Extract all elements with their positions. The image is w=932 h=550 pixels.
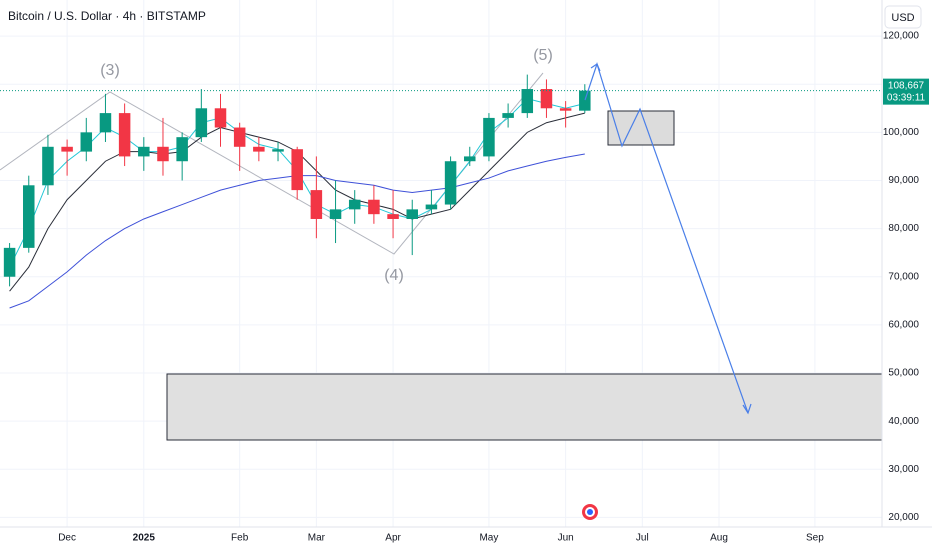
currency-button[interactable] (884, 5, 922, 29)
candle-body (579, 90, 591, 111)
price-label-bg (883, 78, 929, 105)
x-tick-label: Dec (58, 533, 76, 544)
candle-body (42, 146, 54, 186)
candle-body (272, 149, 284, 152)
chart-title: Bitcoin / U.S. Dollar · 4h · BITSTAMP (8, 9, 206, 23)
candle-body (138, 146, 150, 157)
y-tick-label: 50,000 (888, 368, 919, 379)
x-tick-label: 2025 (133, 533, 156, 544)
candle-body (502, 113, 514, 118)
resistance-zone (607, 110, 675, 146)
candle-body (444, 161, 457, 205)
candle-body (540, 89, 553, 109)
x-tick-label: Jun (558, 533, 574, 544)
countdown: 03:39:11 (887, 92, 926, 103)
candle-body (368, 199, 380, 215)
candle-body (559, 108, 572, 111)
candle-body (406, 209, 418, 219)
y-tick-label: 70,000 (888, 271, 919, 282)
y-tick-label: 30,000 (888, 464, 919, 475)
projection-path (584, 62, 749, 414)
candle-body (253, 146, 265, 152)
wave-label: (5) (533, 47, 553, 64)
candle-body (233, 127, 246, 147)
y-tick-label: 40,000 (888, 416, 919, 427)
candle-body (176, 137, 188, 162)
marks (0, 74, 882, 309)
candle-body (521, 89, 534, 114)
target-zone (166, 373, 883, 441)
candle-body (118, 113, 131, 157)
candle-body (80, 132, 93, 152)
candle-body (329, 209, 342, 219)
wave-label: (4) (384, 267, 404, 284)
y-tick-label: 60,000 (888, 320, 919, 331)
wave-label: (3) (100, 62, 120, 79)
candle-body (425, 204, 438, 210)
candle-body (23, 185, 35, 248)
candle-body (99, 113, 112, 133)
y-tick-label: 20,000 (888, 512, 919, 523)
candle-body (483, 117, 495, 157)
x-tick-label: Feb (231, 533, 249, 544)
flag-icon (582, 504, 598, 520)
x-tick-label: May (479, 533, 498, 544)
x-tick-label: Apr (385, 533, 401, 544)
x-tick-label: Jul (636, 533, 649, 544)
candle-body (214, 108, 227, 128)
candle-body (387, 214, 399, 219)
arrow-head (590, 63, 601, 72)
currency[interactable]: USD (891, 12, 914, 24)
y-tick-label: 90,000 (888, 175, 919, 186)
y-tick-label: 100,000 (883, 127, 920, 138)
x-tick-label: Sep (806, 533, 824, 544)
x-tick-label: Mar (308, 533, 326, 544)
price-label: 108,667 (888, 80, 925, 91)
candle-body (157, 146, 169, 162)
candle-body (348, 199, 361, 210)
candle-body (464, 156, 476, 162)
candle-body (310, 190, 323, 219)
arrow-head (742, 403, 752, 415)
axis-labels: 20,000 30,000 40,000 50,000 60,000 70,000 80,0… (58, 31, 929, 544)
candle-body (3, 247, 16, 277)
y-tick-label: 120,000 (883, 31, 920, 42)
candle-body (291, 149, 303, 191)
x-tick-label: Aug (710, 533, 728, 544)
y-tick-label: 80,000 (888, 223, 919, 234)
candle-body (61, 146, 73, 152)
candle-body (195, 108, 208, 138)
